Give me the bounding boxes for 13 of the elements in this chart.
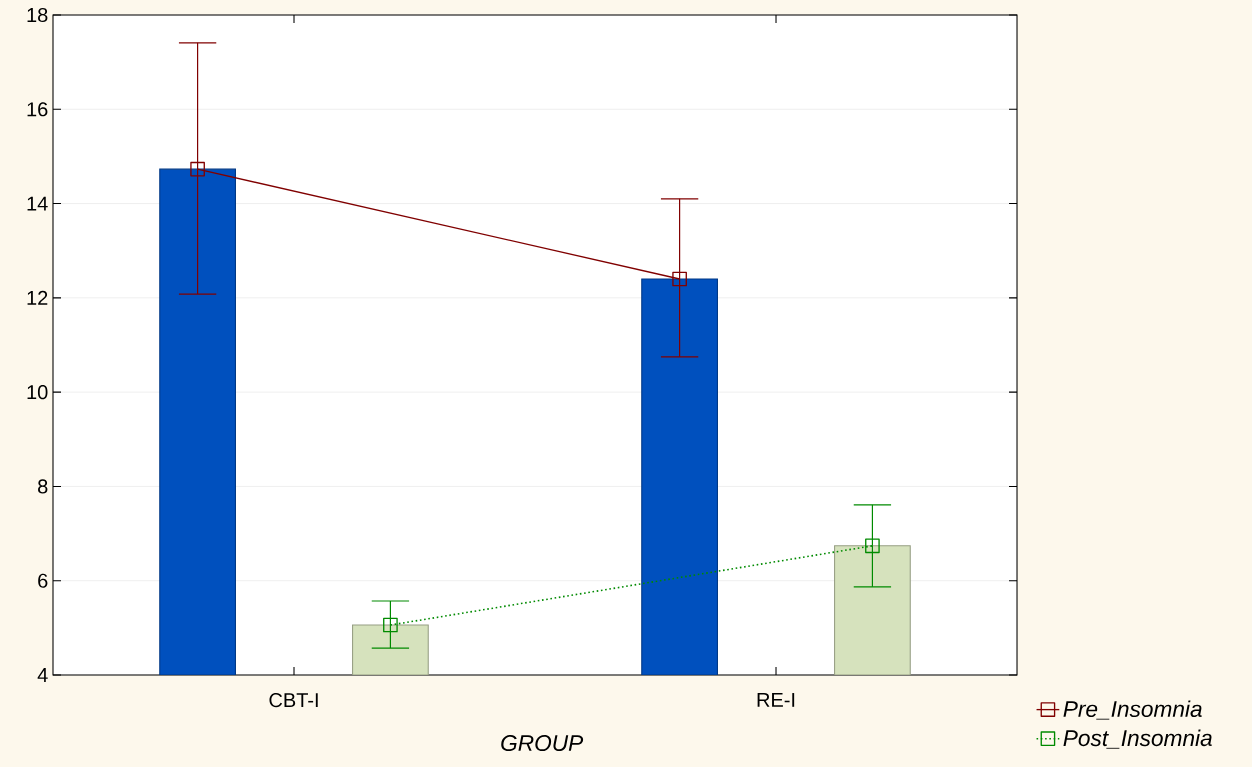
y-tick-label: 14 [27, 196, 48, 211]
legend-label: Pre_Insomnia [1063, 700, 1202, 720]
y-tick-label: 6 [38, 573, 48, 588]
y-tick-label: 18 [27, 7, 48, 23]
x-tick-label: RE-I [757, 693, 795, 707]
x-tick-label: CBT-I [269, 693, 318, 708]
y-tick-label: 16 [27, 102, 48, 117]
legend-label: Post_Insomnia [1063, 729, 1212, 749]
x-axis-title: GROUP [501, 735, 584, 752]
y-tick-label: 12 [27, 290, 48, 305]
y-tick-label: 4 [37, 668, 48, 682]
y-tick-label: 8 [38, 479, 48, 494]
y-tick-label: 10 [27, 385, 48, 400]
